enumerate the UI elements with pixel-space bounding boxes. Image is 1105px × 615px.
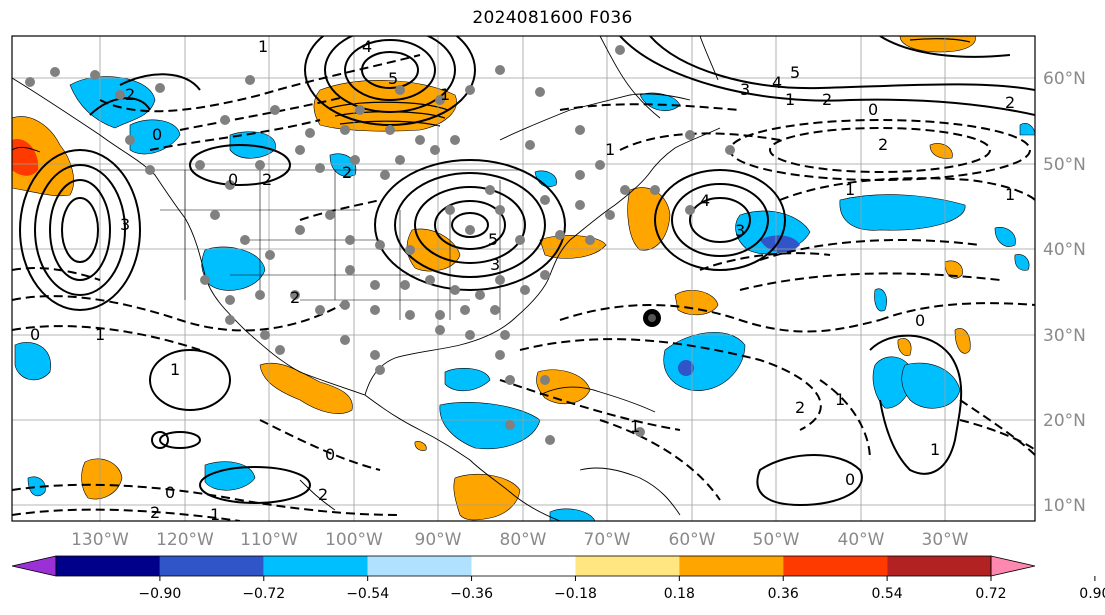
- colorbar-labels: −0.90 −0.72 −0.54 −0.36 −0.18 0.18 0.36 0.54 0.7…: [138, 586, 1105, 602]
- contour-label: 2: [318, 485, 328, 504]
- contour-label: 0: [30, 325, 40, 344]
- contour-label: 3: [490, 255, 500, 274]
- contour-label: 2: [150, 503, 160, 522]
- lat-label: 50°N: [1043, 155, 1086, 175]
- lon-label: 130°W: [71, 530, 129, 550]
- lon-label: 40°W: [838, 530, 885, 550]
- state-borders: [100, 169, 520, 320]
- contour-label: 1: [930, 440, 940, 459]
- colorbar-segment: [263, 556, 368, 576]
- contour-label: 1: [170, 360, 180, 379]
- contour-label: 3: [735, 221, 745, 240]
- contour-label: 2: [878, 135, 888, 154]
- lon-label: 30°W: [922, 530, 969, 550]
- colorbar-frame: [55, 555, 992, 577]
- contour-label: 0: [165, 483, 175, 502]
- contour-label: 0: [152, 125, 162, 144]
- contour-label: 2: [290, 288, 300, 307]
- coastlines: [12, 36, 721, 521]
- solid-contours: [19, 36, 1035, 507]
- colorbar-segment: [471, 556, 576, 576]
- contour-label: 1: [1005, 185, 1015, 204]
- contour-label: 1: [258, 37, 268, 56]
- contour-label: 1: [95, 325, 105, 344]
- colorbar-tick-label: 0.90: [1079, 586, 1105, 602]
- lat-label: 40°N: [1043, 240, 1086, 260]
- contour-label: 2: [1005, 93, 1015, 112]
- colorbar-tick-label: −0.90: [138, 586, 181, 602]
- colorbar-tick-label: −0.72: [242, 586, 285, 602]
- lat-label: 30°N: [1043, 326, 1086, 346]
- colorbar-extend-min: [11, 555, 57, 577]
- colorbar-segment: [56, 556, 160, 576]
- map-title: 2024081600 F036: [472, 8, 633, 28]
- contour-label: 4: [700, 191, 710, 210]
- colorbar-segment: [887, 556, 991, 576]
- lon-label: 110°W: [240, 530, 298, 550]
- lon-label: 50°W: [753, 530, 800, 550]
- contour-label: 1: [605, 140, 615, 159]
- lat-label: 10°N: [1043, 496, 1086, 516]
- latitude-labels: 60°N 50°N 40°N 30°N 20°N 10°N: [1043, 69, 1086, 516]
- colorbar-tick-label: −0.18: [554, 586, 597, 602]
- colorbar: [11, 555, 1096, 581]
- contour-label: 3: [120, 215, 130, 234]
- contour-label: 1: [210, 505, 220, 524]
- contour-label: 2: [125, 85, 135, 104]
- strong-negative-cores: [678, 235, 800, 376]
- contour-label: 4: [772, 73, 782, 92]
- lon-label: 80°W: [500, 530, 547, 550]
- colorbar-segment: [679, 556, 784, 576]
- contour-label: 4: [362, 37, 372, 56]
- colorbar-extend-max: [990, 555, 1036, 577]
- strong-positive-cores: [12, 139, 39, 176]
- contour-label: 2: [795, 398, 805, 417]
- lat-label: 20°N: [1043, 411, 1086, 431]
- contour-label: 2: [342, 163, 352, 182]
- positive-anomaly-fills: [12, 36, 976, 521]
- contour-label: 2: [822, 90, 832, 109]
- colorbar-tick-label: 0.18: [664, 586, 695, 602]
- contour-label: 0: [868, 100, 878, 119]
- lon-label: 60°W: [669, 530, 716, 550]
- colorbar-segment: [159, 556, 264, 576]
- lon-label: 100°W: [325, 530, 383, 550]
- contour-label: 5: [488, 230, 498, 249]
- contour-label: 1: [845, 180, 855, 199]
- contour-label: 2: [262, 170, 272, 189]
- colorbar-segment: [367, 556, 472, 576]
- storm-center-marker: [643, 309, 661, 327]
- negative-anomaly-fills: [14, 76, 1035, 521]
- dashed-contours: [12, 54, 1035, 521]
- plot-frame: [11, 35, 1036, 522]
- lat-label: 60°N: [1043, 69, 1086, 89]
- contour-label: 1: [440, 85, 450, 104]
- colorbar-tick-label: −0.36: [450, 586, 493, 602]
- colorbar-tick-label: −0.54: [346, 586, 389, 602]
- colorbar-tick-label: 0.36: [768, 586, 799, 602]
- colorbar-tick-label: 0.54: [872, 586, 903, 602]
- colorbar-tick-label: 0.72: [975, 586, 1006, 602]
- longitude-labels: 130°W 120°W 110°W 100°W 90°W 80°W 70°W 6…: [71, 530, 969, 550]
- contour-labels: 1 2 3 4 5 0 1 2 0 2 1 1 2 3 4 5 5 4 3 3 …: [30, 37, 1015, 524]
- contour-label: 1: [785, 90, 795, 109]
- contour-label: 1: [835, 390, 845, 409]
- contour-label: 3: [740, 80, 750, 99]
- colorbar-segment: [783, 556, 888, 576]
- lon-label: 70°W: [584, 530, 631, 550]
- contour-label: 1: [630, 417, 640, 436]
- contour-label: 0: [325, 445, 335, 464]
- colorbar-segment: [575, 556, 680, 576]
- lon-label: 90°W: [415, 530, 462, 550]
- contour-label: 0: [228, 170, 238, 189]
- contour-label: 0: [915, 311, 925, 330]
- contour-label: 5: [388, 69, 398, 88]
- lon-label: 120°W: [156, 530, 214, 550]
- station-markers: [25, 45, 735, 445]
- contour-label: 0: [845, 470, 855, 489]
- contour-label: 5: [790, 63, 800, 82]
